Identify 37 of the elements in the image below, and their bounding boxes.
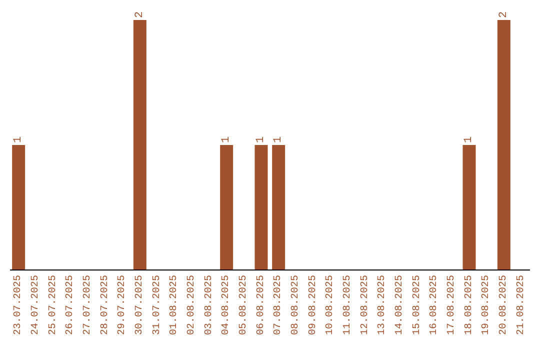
x-tick-label: 29.07.2025 bbox=[117, 275, 128, 336]
data-label: 1 bbox=[220, 136, 233, 143]
x-tick-label: 25.07.2025 bbox=[48, 275, 59, 336]
x-tick-label: 26.07.2025 bbox=[65, 275, 76, 336]
x-tick-label: 16.08.2025 bbox=[429, 275, 440, 336]
x-tick-label: 21.08.2025 bbox=[516, 275, 527, 336]
x-tick-label: 18.08.2025 bbox=[464, 275, 475, 336]
x-tick-label: 12.08.2025 bbox=[360, 275, 371, 336]
x-tick-label: 05.08.2025 bbox=[238, 275, 250, 336]
x-tick-label: 11.08.2025 bbox=[342, 275, 354, 336]
x-tick-label: 28.07.2025 bbox=[100, 275, 111, 336]
data-label: 2 bbox=[134, 11, 146, 18]
data-label: 1 bbox=[255, 136, 268, 143]
x-tick-label: 27.07.2025 bbox=[82, 275, 94, 336]
x-tick-label: 15.08.2025 bbox=[412, 275, 423, 336]
x-tick-label: 07.08.2025 bbox=[273, 275, 284, 336]
x-tick-label: 01.08.2025 bbox=[169, 275, 180, 336]
x-tick-label: 23.07.2025 bbox=[13, 275, 24, 336]
x-tick-label: 17.08.2025 bbox=[446, 275, 458, 336]
x-tick-label: 06.08.2025 bbox=[256, 275, 267, 336]
x-tick-label: 30.07.2025 bbox=[134, 275, 146, 336]
x-tick-label: 02.08.2025 bbox=[186, 275, 198, 336]
x-tick-label: 31.07.2025 bbox=[152, 275, 163, 336]
data-label: 1 bbox=[463, 136, 476, 143]
x-tick-label: 03.08.2025 bbox=[204, 275, 215, 336]
x-tick-label: 19.08.2025 bbox=[481, 275, 492, 336]
x-tick-label: 08.08.2025 bbox=[290, 275, 302, 336]
x-tick-label: 13.08.2025 bbox=[377, 275, 388, 336]
x-tick-label: 24.07.2025 bbox=[30, 275, 42, 336]
data-label: 1 bbox=[272, 136, 285, 143]
data-label: 2 bbox=[498, 11, 510, 18]
x-tick-label: 10.08.2025 bbox=[325, 275, 336, 336]
x-tick-label: 14.08.2025 bbox=[394, 275, 406, 336]
x-tick-label: 09.08.2025 bbox=[308, 275, 319, 336]
data-label: 1 bbox=[12, 136, 25, 143]
x-tick-label: 20.08.2025 bbox=[498, 275, 510, 336]
x-tick-label: 04.08.2025 bbox=[221, 275, 232, 336]
